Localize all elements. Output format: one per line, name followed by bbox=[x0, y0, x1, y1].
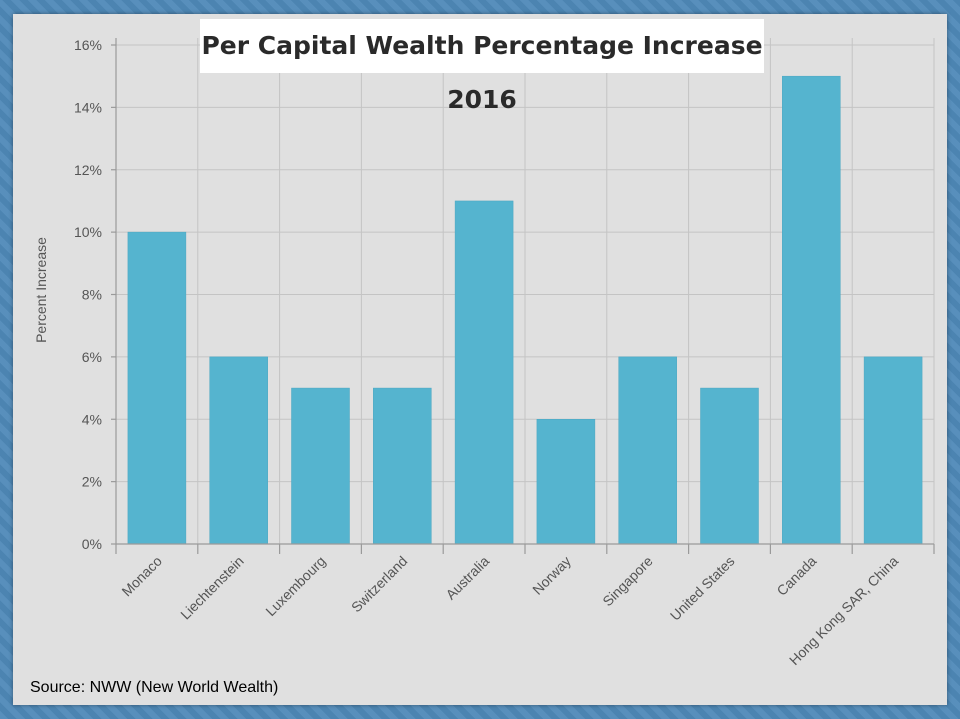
x-tick-label: Switzerland bbox=[348, 553, 410, 615]
bar bbox=[536, 419, 596, 545]
y-tick-label: 16% bbox=[74, 37, 102, 53]
y-tick-label: 12% bbox=[74, 162, 102, 178]
x-tick-label: Australia bbox=[442, 553, 492, 603]
bars bbox=[127, 75, 923, 545]
chart-title: Per Capital Wealth Percentage Increase 2… bbox=[201, 31, 763, 114]
y-tick-label: 10% bbox=[74, 224, 102, 240]
x-tick-label: Singapore bbox=[599, 553, 656, 610]
x-tick-label: Monaco bbox=[118, 553, 165, 600]
bar bbox=[209, 356, 268, 545]
bar bbox=[127, 231, 187, 545]
y-tick-label: 2% bbox=[82, 474, 102, 490]
bar bbox=[618, 356, 677, 545]
y-tick-label: 6% bbox=[82, 349, 102, 365]
x-tick-label: Luxembourg bbox=[262, 553, 328, 619]
x-tick-label: United States bbox=[667, 553, 738, 624]
bar bbox=[454, 200, 514, 545]
y-tick-label: 4% bbox=[82, 411, 102, 427]
source-note: Source: NWW (New World Wealth) bbox=[30, 679, 279, 696]
y-tick-label: 0% bbox=[82, 536, 102, 552]
x-tick-label: Liechtenstein bbox=[177, 553, 247, 623]
bar bbox=[782, 75, 841, 545]
y-axis-label: Percent Increase bbox=[33, 237, 49, 343]
y-tick-label: 14% bbox=[74, 99, 102, 115]
bar bbox=[373, 387, 432, 545]
x-tick-label: Norway bbox=[529, 553, 574, 598]
bar bbox=[863, 356, 923, 545]
chart-title-box: Per Capital Wealth Percentage Increase 2… bbox=[200, 19, 764, 114]
x-tick-label: Canada bbox=[773, 553, 819, 599]
y-tick-label: 8% bbox=[82, 287, 102, 303]
bar bbox=[291, 387, 350, 545]
bar bbox=[700, 387, 759, 545]
